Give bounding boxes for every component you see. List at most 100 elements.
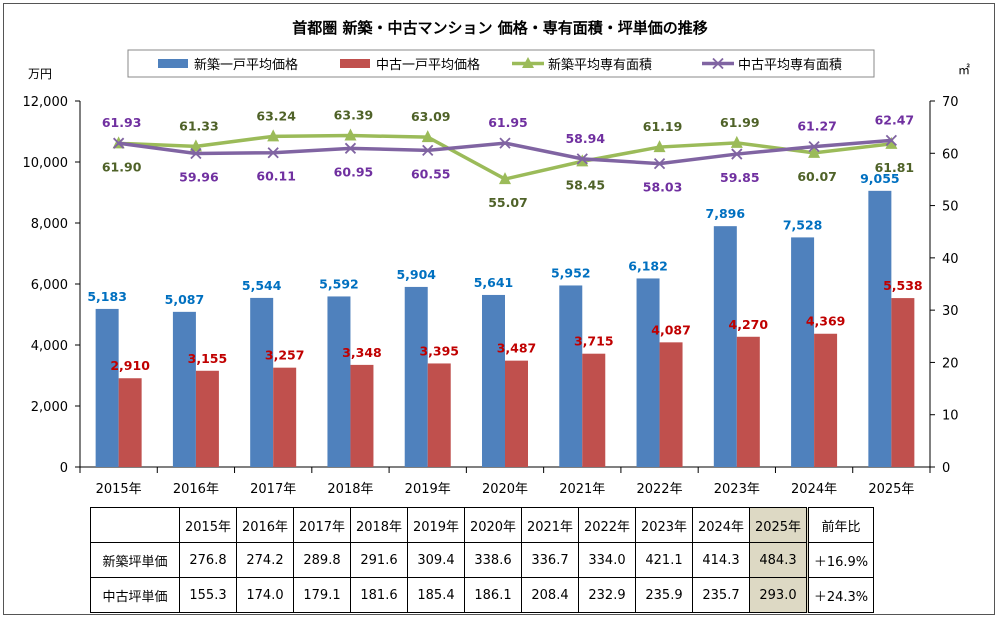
- row-label: 新築坪単価: [90, 542, 180, 578]
- x-marker: [653, 157, 666, 170]
- line-label: 60.11: [256, 169, 296, 184]
- line-label: 60.07: [797, 169, 837, 184]
- lines: [112, 128, 898, 185]
- line-label: 61.19: [643, 119, 683, 134]
- bar-0: [250, 297, 274, 467]
- table-cell: 334.0: [578, 542, 636, 578]
- table-header: 2019年: [407, 507, 465, 543]
- line-label: 60.55: [411, 166, 451, 181]
- line-label: 59.96: [179, 169, 219, 184]
- left-tick-label: 12,000: [23, 95, 69, 110]
- table-row: 中古坪単価 155.3 174.0 179.1 181.6 185.4 186.…: [90, 577, 874, 613]
- table-cell: 414.3: [692, 542, 750, 578]
- axes: 0 2,000 4,000 6,000 8,000 10,000 12,000 0 10 20 30…: [23, 95, 959, 497]
- line-label: 61.90: [102, 159, 142, 174]
- triangle-marker: [808, 145, 821, 158]
- legend-x-marker: [712, 57, 724, 70]
- bar-1: [505, 360, 528, 467]
- table-header: 2021年: [521, 507, 579, 543]
- triangle-marker: [653, 140, 666, 153]
- chart-frame: [3, 3, 995, 615]
- line-label: 63.24: [256, 108, 296, 123]
- table-cell: 155.3: [179, 577, 237, 613]
- bar-0: [95, 308, 119, 467]
- bar-label: 5,538: [883, 278, 923, 293]
- bar-label: 3,348: [342, 345, 382, 360]
- left-axis-unit: 万円: [28, 67, 52, 81]
- line-label: 55.07: [488, 195, 528, 210]
- legend-label: 新築平均専有面積: [548, 57, 652, 73]
- table-cell: 235.7: [692, 577, 750, 613]
- table-corner: [90, 507, 180, 543]
- legend-swatch: [158, 59, 188, 68]
- x-tick-label: 2021年: [559, 482, 605, 497]
- x-tick-label: 2016年: [173, 482, 219, 497]
- bar-label: 7,528: [783, 217, 823, 232]
- right-tick-label: 40: [942, 252, 959, 267]
- bar-0: [327, 296, 351, 467]
- left-tick-label: 6,000: [31, 278, 68, 293]
- row-label: 中古坪単価: [90, 577, 180, 613]
- table-cell: 274.2: [236, 542, 294, 578]
- line-label: 63.09: [411, 109, 451, 124]
- legend-label: 中古平均専有面積: [738, 58, 842, 73]
- triangle-marker: [267, 129, 280, 142]
- table-cell: 208.4: [521, 577, 579, 613]
- bar-0: [868, 190, 892, 467]
- table-cell: 174.0: [236, 577, 294, 613]
- bar-label: 5,183: [87, 289, 127, 304]
- bar-0: [636, 278, 660, 467]
- legend-triangle-marker: [522, 57, 534, 68]
- line-label: 61.95: [488, 115, 528, 130]
- line-label: 61.93: [102, 115, 142, 130]
- legend-label: 中古一戸平均価格: [376, 57, 480, 73]
- bar-0: [172, 311, 196, 467]
- table-cell: 421.1: [635, 542, 693, 578]
- left-tick-label: 10,000: [23, 156, 69, 171]
- triangle-marker: [189, 139, 202, 152]
- bar-1: [118, 378, 142, 467]
- triangle-marker: [421, 130, 434, 143]
- right-tick-label: 0: [942, 461, 950, 476]
- line-label: 62.47: [875, 112, 915, 127]
- right-tick-label: 20: [942, 356, 959, 371]
- table-cell: 338.6: [464, 542, 522, 578]
- price-per-tsubo-table: 2015年 2016年 2017年 2018年 2019年 2020年 2021…: [90, 507, 874, 613]
- bar-1: [195, 370, 219, 467]
- x-tick-label: 2019年: [405, 482, 451, 497]
- bar-1: [814, 333, 838, 467]
- bar-label: 4,087: [651, 322, 691, 337]
- bar-label: 3,155: [188, 351, 228, 366]
- table-header: 2018年: [350, 507, 408, 543]
- triangle-marker: [730, 135, 743, 148]
- bar-label: 9,055: [860, 171, 900, 186]
- table-header: 2015年: [179, 507, 237, 543]
- bar-0: [791, 237, 815, 467]
- table-cell: 276.8: [179, 542, 237, 578]
- left-tick-label: 8,000: [31, 217, 68, 232]
- x-marker: [344, 142, 357, 154]
- triangle-marker: [499, 172, 511, 185]
- table-cell-change: ＋24.3%: [806, 577, 874, 613]
- legend: 新築一戸平均価格 中古一戸平均価格 新築平均専有面積 中古平均専有面積: [158, 57, 842, 73]
- triangle-marker: [885, 136, 898, 149]
- x-tick-label: 2025年: [868, 482, 914, 497]
- table-cell: 309.4: [407, 542, 465, 578]
- bar-1: [736, 336, 760, 467]
- legend-label: 新築一戸平均価格: [194, 57, 298, 73]
- line-label: 61.33: [179, 118, 219, 133]
- bar-label: 6,182: [628, 258, 668, 273]
- right-tick-label: 60: [942, 147, 959, 162]
- bar-1: [273, 367, 297, 467]
- bar-label: 5,904: [396, 267, 436, 282]
- bar-0: [482, 294, 505, 467]
- triangle-marker: [344, 128, 357, 141]
- table-cell: 179.1: [293, 577, 351, 613]
- table-cell: 186.1: [464, 577, 522, 613]
- x-marker: [731, 148, 743, 160]
- x-tick-label: 2024年: [791, 482, 837, 497]
- bar-label: 3,257: [265, 348, 305, 363]
- table-header: 2022年: [578, 507, 636, 543]
- line-label: 61.81: [875, 160, 915, 175]
- bar-label: 7,896: [706, 206, 746, 221]
